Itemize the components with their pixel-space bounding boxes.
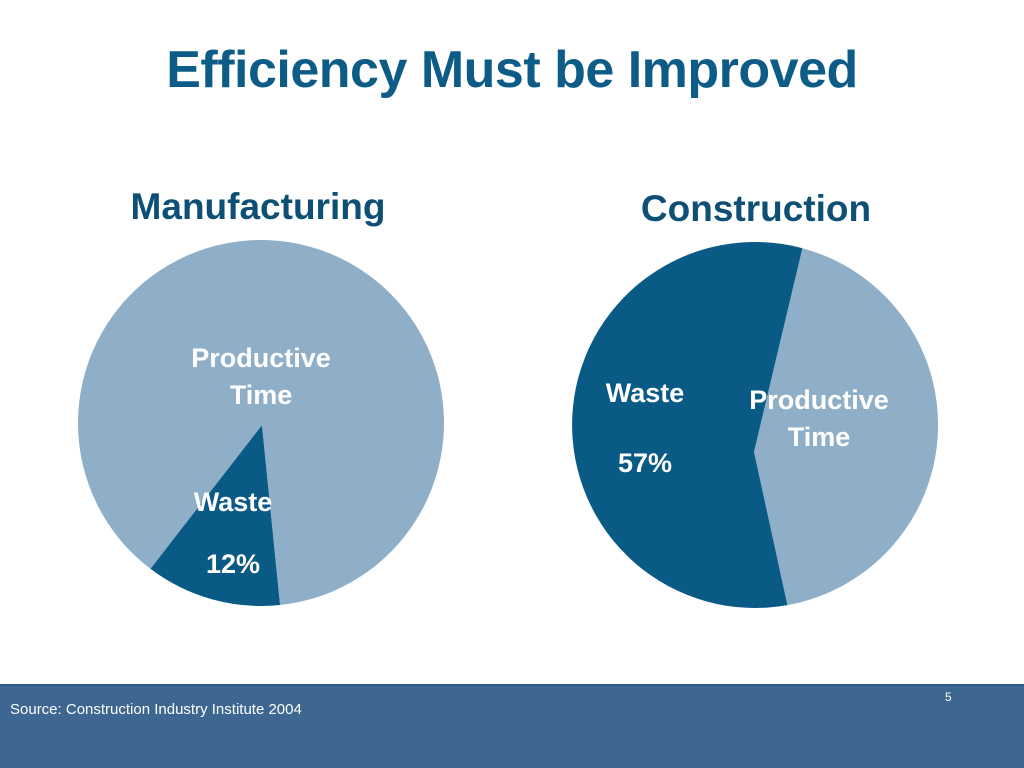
construction-productive-label-line-0: Productive	[749, 385, 889, 415]
manufacturing-waste-slice	[150, 425, 281, 606]
slide-title: Efficiency Must be Improved	[166, 41, 858, 99]
manufacturing-productive-label-line-0: Productive	[191, 343, 331, 373]
page-number: 5	[945, 690, 952, 704]
construction-productive-label-line-1: Time	[788, 422, 851, 452]
construction-chart-title: Construction	[640, 188, 872, 229]
construction-productive-slice	[754, 248, 939, 606]
manufacturing-pie: Productive Time Waste 12%	[77, 239, 444, 606]
construction-waste-value-label: 57%	[618, 448, 672, 478]
source-citation: Source: Construction Industry Institute …	[10, 701, 302, 718]
manufacturing-productive-slice	[77, 239, 444, 605]
construction-pie: Waste 57% Productive Time	[572, 241, 939, 608]
footer-bar: Source: Construction Industry Institute …	[0, 684, 1024, 768]
manufacturing-chart-title: Manufacturing	[130, 186, 386, 227]
manufacturing-waste-value-label: 12%	[206, 549, 260, 579]
manufacturing-waste-label-line-0: Waste	[194, 487, 273, 517]
construction-waste-slice	[572, 241, 803, 608]
manufacturing-productive-label-line-1: Time	[230, 380, 293, 410]
construction-waste-label-line-0: Waste	[606, 378, 685, 408]
